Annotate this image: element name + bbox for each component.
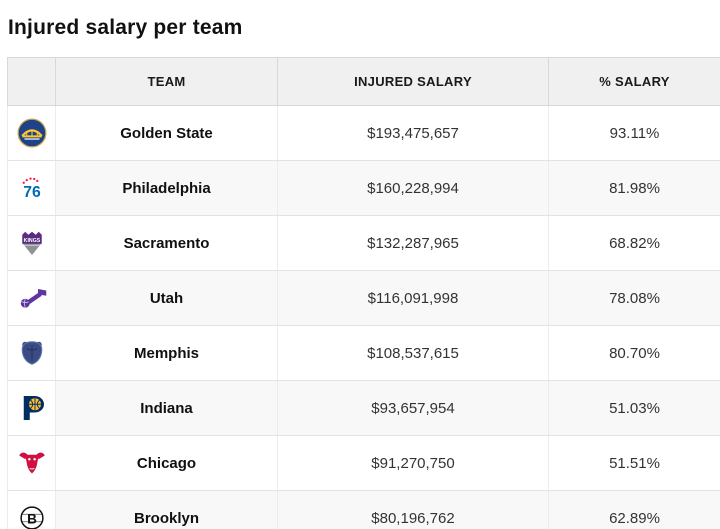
injured-salary-value: $108,537,615 (277, 325, 549, 381)
injured-salary-value: $193,475,657 (277, 105, 549, 161)
table-row: 76 Philadelphia $160,228,994 81.98% (7, 160, 720, 216)
pct-salary-value: 51.03% (548, 380, 720, 436)
pct-salary-value: 81.98% (548, 160, 720, 216)
team-logo-cell (7, 435, 56, 491)
brooklyn-nets-logo-icon: B (9, 503, 54, 529)
chicago-bulls-logo-icon (9, 448, 54, 478)
team-logo-cell: KINGS (7, 215, 56, 271)
team-logo-cell (7, 105, 56, 161)
team-name: Philadelphia (55, 160, 278, 216)
team-name: Brooklyn (55, 490, 278, 529)
table-row: Chicago $91,270,750 51.51% (7, 435, 720, 491)
pct-salary-value: 80.70% (548, 325, 720, 381)
table-row: KINGS Sacramento $132,287,965 68.82% (7, 215, 720, 271)
table-header-row: TEAM INJURED SALARY % SALARY (7, 57, 720, 106)
indiana-pacers-logo-icon (9, 393, 54, 423)
team-logo-cell: 76 (7, 160, 56, 216)
team-column-header: TEAM (55, 57, 278, 106)
pct-salary-column-header: % SALARY (548, 57, 720, 106)
table-row: Memphis $108,537,615 80.70% (7, 325, 720, 381)
team-name: Memphis (55, 325, 278, 381)
table-row: Golden State $193,475,657 93.11% (7, 105, 720, 161)
pct-salary-value: 62.89% (548, 490, 720, 529)
team-logo-cell (7, 270, 56, 326)
pct-salary-value: 51.51% (548, 435, 720, 491)
utah-jazz-logo-icon (9, 283, 54, 313)
table-row: Utah $116,091,998 78.08% (7, 270, 720, 326)
injured-salary-value: $160,228,994 (277, 160, 549, 216)
team-name: Indiana (55, 380, 278, 436)
pct-salary-value: 68.82% (548, 215, 720, 271)
page-title: Injured salary per team (8, 16, 243, 39)
injured-salary-value: $91,270,750 (277, 435, 549, 491)
philadelphia-76ers-logo-icon: 76 (9, 173, 54, 203)
svg-text:KINGS: KINGS (23, 238, 40, 244)
pct-salary-value: 93.11% (548, 105, 720, 161)
team-name: Golden State (55, 105, 278, 161)
pct-salary-value: 78.08% (548, 270, 720, 326)
injured-salary-column-header: INJURED SALARY (277, 57, 549, 106)
svg-text:B: B (27, 511, 37, 526)
logo-column-header (7, 57, 56, 106)
team-logo-cell (7, 325, 56, 381)
svg-text:76: 76 (23, 184, 41, 201)
memphis-grizzlies-logo-icon (9, 338, 54, 368)
injured-salary-table: TEAM INJURED SALARY % SALARY (7, 57, 720, 529)
table-row: B Brooklyn $80,196,762 62.89% (7, 490, 720, 529)
team-name: Sacramento (55, 215, 278, 271)
sacramento-kings-logo-icon: KINGS (9, 228, 54, 258)
team-logo-cell: B (7, 490, 56, 529)
team-logo-cell (7, 380, 56, 436)
table-row: Indiana $93,657,954 51.03% (7, 380, 720, 436)
team-name: Chicago (55, 435, 278, 491)
team-name: Utah (55, 270, 278, 326)
injured-salary-value: $132,287,965 (277, 215, 549, 271)
injured-salary-value: $93,657,954 (277, 380, 549, 436)
injured-salary-value: $116,091,998 (277, 270, 549, 326)
golden-state-warriors-logo-icon (9, 118, 54, 148)
injured-salary-value: $80,196,762 (277, 490, 549, 529)
